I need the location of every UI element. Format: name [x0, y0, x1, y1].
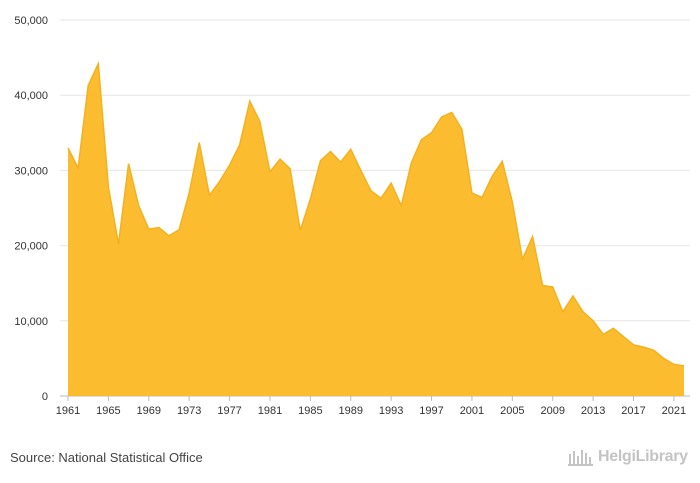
data-point[interactable] [429, 130, 435, 136]
data-point[interactable] [115, 241, 121, 247]
x-tick-label: 1997 [419, 405, 443, 417]
data-point[interactable] [338, 159, 344, 165]
y-tick-label: 10,000 [14, 316, 48, 328]
data-point[interactable] [590, 318, 596, 324]
x-tick-label: 2005 [500, 405, 524, 417]
data-point[interactable] [408, 160, 414, 166]
data-point[interactable] [681, 363, 687, 369]
x-tick-label: 1989 [339, 405, 363, 417]
data-point[interactable] [176, 227, 182, 233]
data-point[interactable] [227, 162, 233, 168]
data-point[interactable] [237, 142, 243, 148]
library-icon [568, 450, 593, 466]
y-tick-label: 30,000 [14, 165, 48, 177]
data-point[interactable] [146, 226, 152, 232]
data-point[interactable] [610, 325, 616, 331]
data-point[interactable] [641, 344, 647, 350]
data-point[interactable] [95, 61, 101, 67]
data-point[interactable] [85, 82, 91, 88]
y-tick-label: 50,000 [14, 15, 48, 27]
x-tick-label: 1973 [177, 405, 201, 417]
x-tick-label: 1969 [137, 405, 161, 417]
area-chart: 1961 1965 1969 1973 1977 1981 1985 1989 1993 1997… [14, 15, 690, 417]
x-tick-label: 1981 [258, 405, 282, 417]
data-point[interactable] [348, 146, 354, 152]
y-tick-label: 20,000 [14, 241, 48, 253]
data-point[interactable] [277, 156, 283, 162]
y-tick-label: 0 [42, 391, 48, 403]
data-point[interactable] [489, 173, 495, 179]
data-point[interactable] [418, 137, 424, 143]
source-note: Source: National Statistical Office [10, 450, 203, 465]
data-point[interactable] [267, 169, 273, 175]
data-point[interactable] [358, 167, 364, 173]
data-point[interactable] [317, 158, 323, 164]
data-point[interactable] [661, 355, 667, 361]
y-axis: 0 10,000 20,000 30,000 40,000 50,000 [14, 15, 48, 403]
x-tick-label: 1965 [96, 405, 120, 417]
data-point[interactable] [671, 361, 677, 367]
data-point[interactable] [287, 166, 293, 172]
data-point[interactable] [620, 334, 626, 340]
x-tick-label: 2017 [621, 405, 645, 417]
data-point[interactable] [65, 145, 71, 151]
x-tick-label: 1993 [379, 405, 403, 417]
data-point[interactable] [126, 161, 132, 167]
data-point[interactable] [297, 228, 303, 234]
series-line [67, 60, 685, 367]
brand-name: HelgiLibrary [598, 448, 688, 465]
data-point[interactable] [186, 190, 192, 196]
data-point[interactable] [530, 234, 536, 240]
data-point[interactable] [519, 256, 525, 262]
data-point[interactable] [631, 342, 637, 348]
data-point[interactable] [499, 158, 505, 164]
data-point[interactable] [398, 203, 404, 209]
area-fill [68, 63, 684, 397]
area-series [65, 60, 687, 397]
data-point[interactable] [459, 126, 465, 132]
data-point[interactable] [136, 203, 142, 209]
data-point[interactable] [449, 109, 455, 115]
data-point[interactable] [479, 194, 485, 200]
data-point[interactable] [570, 293, 576, 299]
data-point[interactable] [388, 180, 394, 186]
data-point[interactable] [580, 309, 586, 315]
x-tick-label: 2009 [540, 405, 564, 417]
data-point[interactable] [257, 119, 263, 125]
data-point[interactable] [105, 184, 111, 190]
x-tick-label: 2013 [581, 405, 605, 417]
brand-logo[interactable]: HelgiLibrary [568, 448, 688, 466]
data-point[interactable] [368, 188, 374, 194]
data-point[interactable] [166, 233, 172, 239]
data-point[interactable] [216, 179, 222, 185]
data-point[interactable] [540, 282, 546, 288]
data-point[interactable] [600, 331, 606, 337]
data-point[interactable] [378, 195, 384, 201]
x-tick-label: 2001 [460, 405, 484, 417]
data-point[interactable] [247, 98, 253, 104]
data-point[interactable] [156, 225, 162, 231]
data-point[interactable] [651, 347, 657, 353]
data-point[interactable] [509, 199, 515, 205]
data-point[interactable] [328, 149, 334, 155]
data-point[interactable] [469, 190, 475, 196]
data-point[interactable] [75, 165, 81, 171]
x-tick-label: 2021 [662, 405, 686, 417]
data-point[interactable] [307, 196, 313, 202]
data-point[interactable] [560, 309, 566, 315]
data-point[interactable] [550, 284, 556, 290]
x-tick-label: 1961 [56, 405, 80, 417]
x-tick-label: 1985 [298, 405, 322, 417]
x-axis: 1961 1965 1969 1973 1977 1981 1985 1989 1993 1997… [56, 396, 686, 417]
data-point[interactable] [196, 140, 202, 146]
data-point[interactable] [206, 192, 212, 198]
x-tick-label: 1977 [217, 405, 241, 417]
y-tick-label: 40,000 [14, 90, 48, 102]
data-point[interactable] [439, 114, 445, 120]
